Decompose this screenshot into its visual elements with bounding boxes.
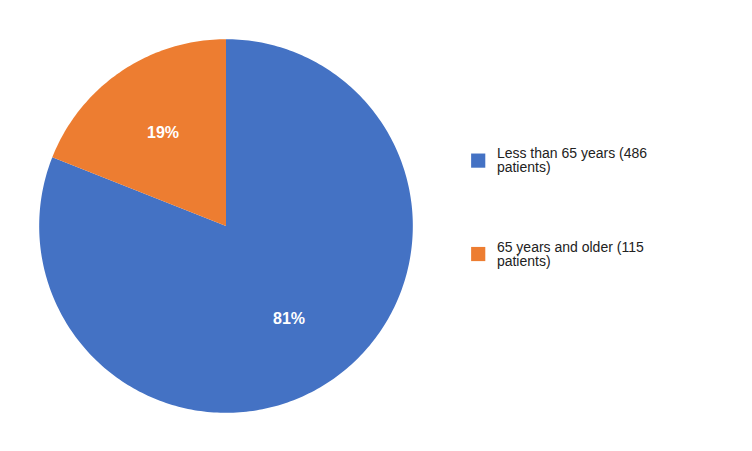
svg-text:Less than 65 years (486patient: Less than 65 years (486patients) xyxy=(497,145,647,175)
svg-text:81%: 81% xyxy=(273,310,305,327)
svg-text:19%: 19% xyxy=(147,124,179,141)
svg-text:65 years and older (115patient: 65 years and older (115patients) xyxy=(497,239,644,269)
